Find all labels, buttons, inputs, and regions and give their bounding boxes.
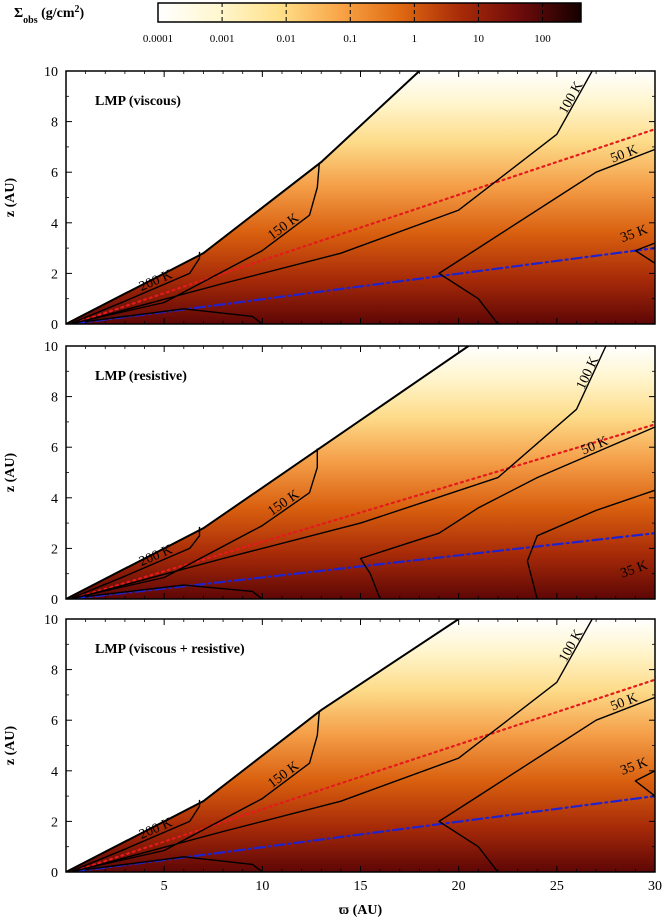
y-tick-label: 2 bbox=[51, 267, 58, 282]
contour-line bbox=[634, 242, 655, 264]
contour-line bbox=[71, 799, 201, 872]
y-tick-label: 8 bbox=[51, 116, 58, 131]
y-tick-label: 10 bbox=[44, 613, 58, 628]
y-tick-label: 8 bbox=[51, 391, 58, 406]
colorbar-tick-label: 1 bbox=[412, 33, 418, 45]
colorbar-tick-label: 0.1 bbox=[343, 33, 357, 45]
contour-line bbox=[71, 251, 201, 324]
colorbar-tick-label: 0.0001 bbox=[143, 33, 173, 45]
y-tick-label: 4 bbox=[51, 492, 58, 507]
contour-line bbox=[85, 308, 263, 324]
x-tick-label: 10 bbox=[255, 879, 269, 894]
contour-line bbox=[359, 426, 655, 599]
contour-line bbox=[75, 346, 607, 599]
contour-line bbox=[73, 448, 318, 599]
colorbar-tick-label: 0.01 bbox=[277, 33, 296, 45]
contour-line bbox=[526, 489, 655, 599]
dotted-line bbox=[74, 678, 655, 872]
dotted-line bbox=[74, 423, 655, 599]
contour-line bbox=[85, 856, 263, 872]
colorbar-gradient bbox=[157, 2, 582, 23]
contour-line bbox=[438, 148, 655, 324]
dash-dot-line bbox=[74, 532, 655, 599]
dash-dot-line bbox=[74, 247, 655, 324]
y-axis-title: z (AU) bbox=[3, 178, 18, 218]
density-fill bbox=[66, 619, 655, 872]
contour-line bbox=[75, 71, 593, 324]
y-tick-label: 4 bbox=[51, 765, 58, 780]
x-tick-label: 25 bbox=[550, 879, 564, 894]
contour-line bbox=[75, 619, 593, 872]
colorbar-tick-label: 0.001 bbox=[210, 33, 235, 45]
y-tick-label: 6 bbox=[51, 166, 58, 181]
colorbar-ticks: 0.0001 0.001 0.01 0.1 1 10 100 bbox=[143, 3, 551, 45]
y-tick-label: 2 bbox=[51, 542, 58, 557]
panel-title: LMP (viscous) bbox=[95, 94, 181, 109]
contour-line bbox=[634, 770, 655, 797]
y-tick-label: 0 bbox=[51, 866, 58, 881]
y-tick-label: 4 bbox=[51, 217, 58, 232]
surface-boundary bbox=[66, 71, 421, 324]
dash-dot-line bbox=[74, 795, 655, 872]
y-axis-title: z (AU) bbox=[3, 453, 18, 493]
x-axis-title: ϖ (AU) bbox=[339, 903, 383, 918]
dotted-line bbox=[74, 128, 655, 324]
y-tick-label: 8 bbox=[51, 664, 58, 679]
y-tick-label: 0 bbox=[51, 318, 58, 333]
surface-boundary bbox=[66, 346, 470, 599]
panel-title: LMP (viscous + resistive) bbox=[95, 642, 245, 657]
colorbar: Σobs (g/cm2) 0.0001 0.001 0.01 0.1 1 10 100 bbox=[14, 2, 582, 45]
colorbar-tick-label: 100 bbox=[534, 33, 551, 45]
y-tick-label: 0 bbox=[51, 593, 58, 608]
y-tick-label: 6 bbox=[51, 441, 58, 456]
y-tick-label: 10 bbox=[44, 65, 58, 80]
y-axis-title: z (AU) bbox=[3, 726, 18, 766]
density-fill bbox=[66, 346, 655, 599]
surface-boundary bbox=[66, 619, 460, 872]
contour-line bbox=[71, 526, 201, 599]
x-tick-label: 15 bbox=[354, 879, 368, 894]
panel-title: LMP (resistive) bbox=[95, 369, 187, 384]
contour-line bbox=[438, 696, 655, 872]
y-tick-label: 2 bbox=[51, 815, 58, 830]
contour-line bbox=[85, 584, 263, 599]
y-tick-label: 10 bbox=[44, 340, 58, 355]
x-tick-label: 20 bbox=[452, 879, 466, 894]
y-tick-label: 6 bbox=[51, 714, 58, 729]
x-tick-label: 5 bbox=[161, 879, 168, 894]
colorbar-label: Σobs (g/cm2) bbox=[14, 4, 85, 26]
contour-line bbox=[73, 163, 320, 324]
contour-line bbox=[73, 711, 320, 872]
density-fill bbox=[66, 71, 655, 324]
colorbar-tick-label: 10 bbox=[473, 33, 485, 45]
x-tick-label: 30 bbox=[648, 879, 662, 894]
